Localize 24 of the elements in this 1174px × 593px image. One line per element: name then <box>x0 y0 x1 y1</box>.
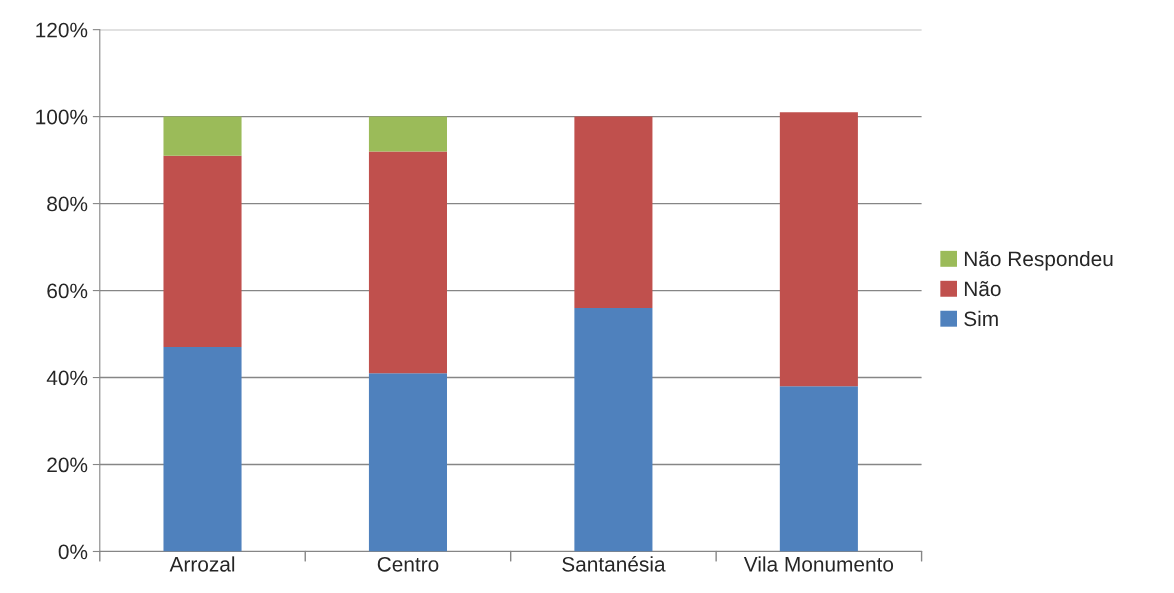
bar <box>368 151 447 374</box>
bar <box>574 116 653 308</box>
x-tick-label: Vila Monumento <box>743 556 894 572</box>
bar <box>368 116 447 152</box>
bar <box>779 386 858 552</box>
y-tick-label: 120% <box>36 22 88 38</box>
legend-label: Não Respondeu <box>964 250 1113 271</box>
bar <box>163 116 242 156</box>
y-tick-label: 0% <box>58 544 88 560</box>
y-tick-label: 100% <box>36 109 88 125</box>
bar <box>163 347 242 552</box>
bar <box>574 307 653 552</box>
y-tick-label: 60% <box>47 283 88 299</box>
y-tick-label: 20% <box>47 457 88 473</box>
x-tick-label: Santanésia <box>562 556 666 572</box>
y-tick-label: 40% <box>46 370 88 386</box>
legend-label: Sim <box>964 310 998 327</box>
bar <box>368 373 447 552</box>
bar <box>779 112 858 387</box>
legend-label: Não <box>964 281 1001 297</box>
x-tick-label: Centro <box>377 556 439 572</box>
bar <box>163 155 242 348</box>
y-tick-label: 80% <box>47 196 88 212</box>
x-tick-label: Arrozal <box>169 556 235 572</box>
